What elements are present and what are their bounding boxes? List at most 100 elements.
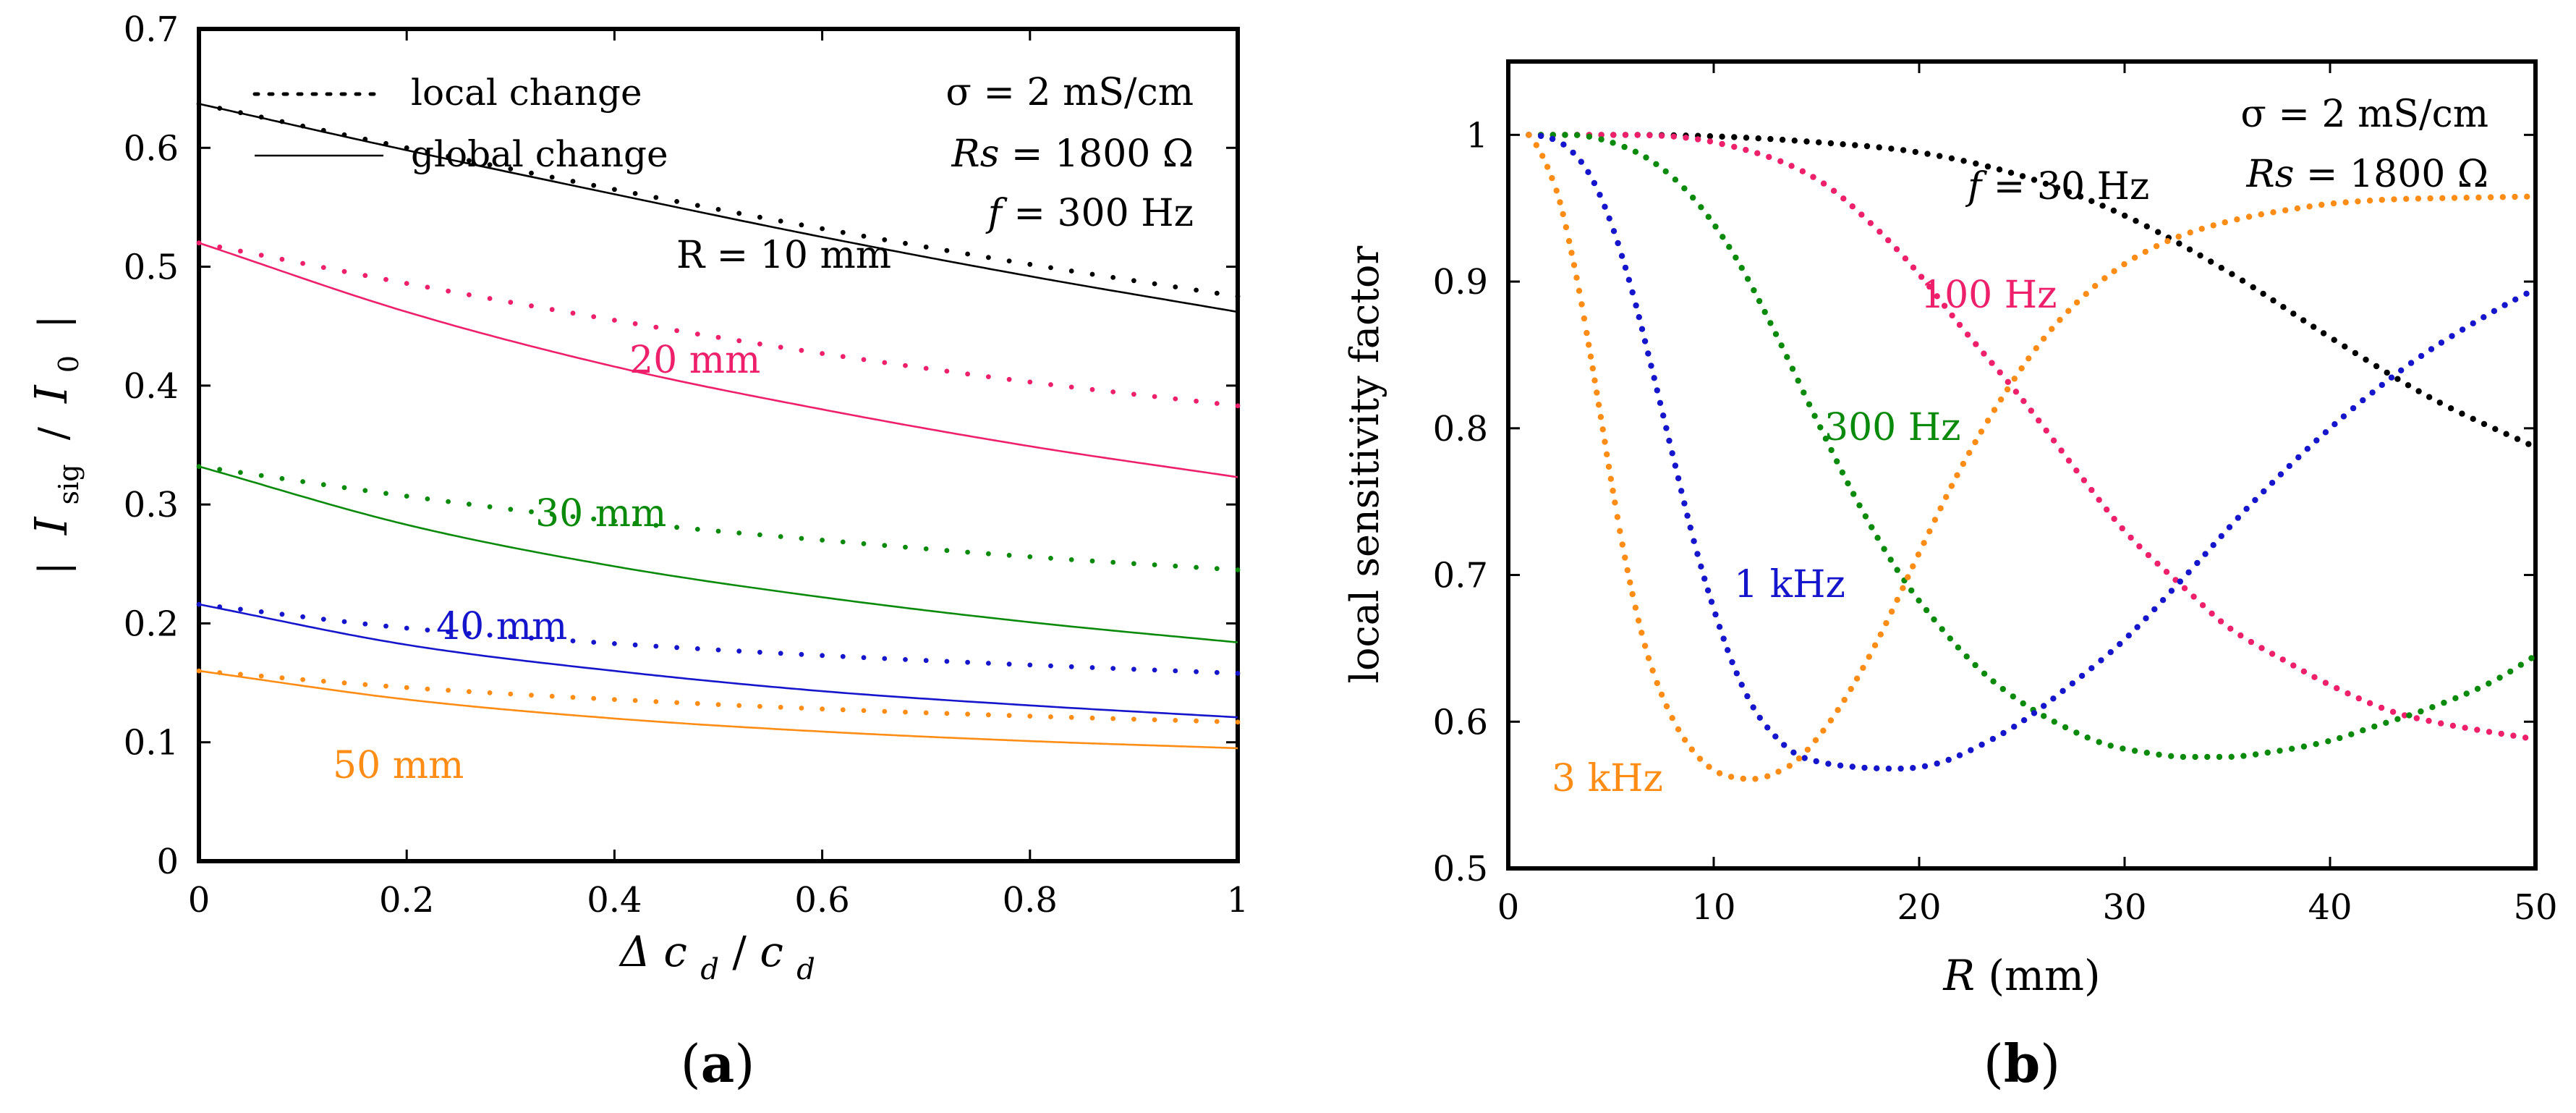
- series-b4-point: [1706, 763, 1712, 770]
- series-b3-point: [1675, 475, 1682, 482]
- series-b2-point: [2240, 753, 2247, 759]
- series-4-local-point: [591, 695, 597, 701]
- series-b1-point: [1926, 283, 1933, 290]
- series-2-local-point: [840, 539, 846, 545]
- series-4-local-point: [1027, 714, 1033, 719]
- series-4-local-point: [965, 711, 970, 717]
- caption-b-open: (: [1984, 1033, 2004, 1094]
- series-1-local-point: [238, 248, 243, 254]
- param-rs-var: Rs: [951, 132, 1000, 176]
- series-b2-point: [1916, 597, 1922, 604]
- series-b2-point: [1874, 535, 1881, 541]
- series-2-local-point: [1194, 564, 1199, 570]
- series-1-local-point: [1131, 392, 1136, 397]
- series-b4-point: [1539, 153, 1546, 159]
- series-b4-point: [2270, 209, 2277, 216]
- series-label-10mm: R = 10 mm: [676, 234, 891, 277]
- series-b4-point: [2175, 233, 2182, 240]
- series-b4-point: [2318, 201, 2325, 208]
- series-0-local-point: [217, 106, 223, 111]
- series-b2-point: [1653, 161, 1659, 167]
- series-b0-point: [1779, 136, 1786, 143]
- series-b2-point: [2120, 745, 2126, 752]
- series-b3-point: [1712, 611, 1719, 618]
- series-b4-point: [2342, 199, 2349, 206]
- series-b0-point: [1840, 141, 1846, 148]
- chart-a-xtick-label: 0.8: [1003, 880, 1058, 921]
- series-b0-point: [2331, 337, 2337, 343]
- series-3-local-point: [1027, 662, 1033, 668]
- param-b-rs: Rs = 1800 Ω: [2246, 153, 2488, 196]
- series-b0-point: [1743, 135, 1750, 141]
- series-3-local-point: [840, 653, 846, 659]
- series-b0-point: [2311, 323, 2317, 330]
- series-3-local-point: [383, 623, 388, 629]
- series-b2-point: [2360, 727, 2366, 734]
- series-4-local-point: [1214, 719, 1220, 724]
- series-3-local-point: [882, 656, 888, 661]
- series-b4-point: [1716, 770, 1723, 776]
- series-b3-point: [2369, 389, 2376, 396]
- series-b0-point: [2459, 410, 2465, 417]
- series-b2-point: [1643, 154, 1649, 161]
- series-4-local-point: [923, 710, 929, 716]
- chart-b-ticks: 0 10 20 30 40 50 0.5 0.6 0.7 0.8 0.9 1: [1433, 62, 2558, 928]
- series-b2-point: [2528, 655, 2535, 661]
- series-0-local-point: [923, 244, 929, 250]
- series-4-local-point: [736, 703, 742, 708]
- series-b4-point: [1641, 643, 1649, 649]
- series-b0-point: [2320, 330, 2327, 337]
- series-b2-point: [1610, 140, 1616, 146]
- series-b0-point: [2110, 207, 2117, 214]
- series-b3-point: [1978, 741, 1985, 748]
- series-0-local-point: [1235, 294, 1241, 299]
- ylabel-i0: I: [25, 384, 77, 404]
- series-b3-point: [2226, 524, 2233, 530]
- series-2-local-point: [799, 536, 804, 541]
- chart-a-parameters: σ = 2 mS/cm Rs = 1800 Ω f = 300 Hz: [945, 71, 1194, 235]
- series-1-local-point: [612, 318, 617, 323]
- series-b4-point: [1775, 769, 1782, 775]
- series-1-local-point: [300, 261, 305, 266]
- series-b4-point: [2294, 205, 2301, 212]
- xlabel-delta: Δ: [619, 927, 650, 976]
- series-b4-point: [1563, 224, 1570, 231]
- series-b3-point: [2418, 352, 2425, 360]
- series-3-local-point: [1089, 665, 1095, 670]
- series-b4-point: [2499, 194, 2506, 200]
- series-b2-point: [2168, 753, 2175, 760]
- series-2-local-point: [632, 520, 638, 526]
- series-label-300hz: 300 Hz: [1824, 406, 1961, 449]
- series-b4-point: [2415, 195, 2422, 202]
- series-b1-point: [1646, 132, 1653, 139]
- series-1-local-point: [549, 307, 555, 313]
- series-4-local-point: [861, 708, 867, 714]
- series-b2-point: [1772, 331, 1780, 337]
- series-b4-point: [1900, 585, 1906, 591]
- series-b1-point: [1934, 293, 1940, 300]
- series-b2-point: [2496, 674, 2503, 681]
- series-b3-point: [1678, 488, 1685, 494]
- legend-local-label: local change: [411, 72, 642, 114]
- series-b3-point: [2428, 346, 2435, 352]
- series-b0-point: [1803, 138, 1810, 145]
- series-b0-point: [2342, 343, 2348, 350]
- series-0-local-point: [986, 255, 991, 261]
- series-b0-point: [1852, 142, 1858, 148]
- series-1-local-point: [1048, 382, 1053, 387]
- series-b4-point: [2524, 193, 2530, 200]
- series-label-50mm: 50 mm: [333, 744, 464, 787]
- series-b4-point: [1586, 342, 1592, 348]
- series-b3-point: [1738, 682, 1745, 688]
- series-b4-point: [1915, 551, 1922, 558]
- series-b4-point: [2187, 229, 2193, 236]
- series-b2-point: [1923, 606, 1930, 614]
- series-b3-point: [1968, 747, 1974, 753]
- series-b3-point: [2252, 496, 2258, 504]
- series-4-local-point: [238, 672, 243, 677]
- series-4-local-point: [404, 685, 409, 690]
- series-b0-point: [1767, 135, 1774, 143]
- series-b3-point: [2159, 597, 2167, 604]
- series-b1-point: [2510, 732, 2517, 739]
- series-b2-point: [2474, 685, 2481, 692]
